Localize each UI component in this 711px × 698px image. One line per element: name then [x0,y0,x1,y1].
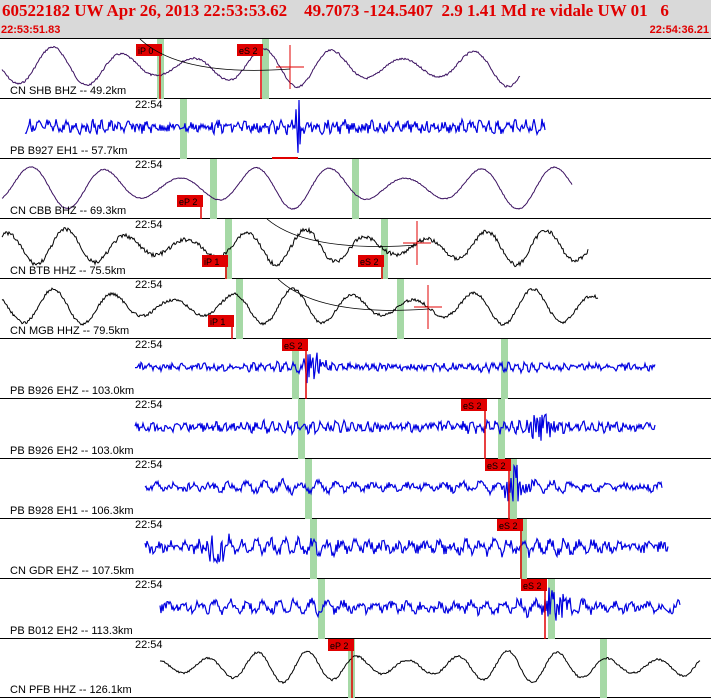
seismic-trace [24,99,546,153]
pick-window [318,579,325,639]
pick-window [262,39,269,99]
pick-window [298,399,305,459]
trace-panel[interactable]: iP 1 22:54 CN MGB HHZ -- 79.5km [0,279,711,339]
waveform: eS 2 [135,339,656,399]
pick-window [520,519,527,579]
pick-label: eS 2 [523,581,542,591]
station-label: PB B927 EH1 -- 57.7km [10,145,128,157]
phase-pick-marker[interactable]: iP 1 [208,315,234,339]
phase-pick-marker[interactable]: eS 2 [461,399,487,459]
waveform: eS 2 [144,519,669,579]
phase-pick-marker[interactable]: eS 2 [497,519,523,579]
pick-window [352,159,359,219]
trace-panel[interactable]: eS 2 22:54 PB B926 EH2 -- 103.0km [0,399,711,459]
trace-time-label: 22:54 [135,519,163,531]
waveform: eP 2 [159,639,701,698]
phase-pick-marker[interactable]: eS 2 [282,339,308,399]
pick-label: eP 2 [330,641,348,651]
waveform: eS 2 [144,459,663,519]
station-label: PB B012 EH2 -- 113.3km [10,625,133,637]
pick-label: eS 2 [487,461,506,471]
trace-time-label: 22:54 [135,399,163,411]
trace-time-label: 22:54 [135,459,163,471]
pick-label: eS 2 [239,46,258,56]
pick-window [498,399,505,459]
pick-window [381,219,388,279]
pick-window [236,279,243,339]
pick-label: eS 2 [360,257,379,267]
waveform: iP 0 eS 2 [1,39,521,99]
trace-panel[interactable]: iP 0 eS 2 CN SHB BHZ -- 49.2km [0,39,711,99]
trace-time-label: 22:54 [135,99,163,111]
pick-label: iP 1 [210,317,225,327]
seismic-trace [1,166,573,210]
start-time: 22:53:51.83 [1,24,61,36]
station-label: CN MGB HHZ -- 79.5km [10,325,130,337]
pick-label: eS 2 [284,341,303,351]
pick-label: eS 2 [463,401,482,411]
station-label: PB B926 EH2 -- 103.0km [10,445,134,457]
station-label: CN PFB HHZ -- 126.1km [10,684,132,696]
phase-pick-marker[interactable]: iP 1 [202,255,228,279]
trace-panel[interactable]: eP 2 22:54 CN CBB BHZ -- 69.3km [0,159,711,219]
pick-window [210,159,217,219]
phase-pick-marker[interactable]: eP 2 [328,639,354,698]
trace-panel[interactable]: eS 2 22:54 PB B926 EHZ -- 103.0km [0,339,711,399]
waveform: iP 1 [1,279,599,339]
pick-window [397,279,404,339]
seismic-trace [134,413,656,441]
seismic-trace [159,587,681,621]
pick-label: iP 1 [204,257,219,267]
event-header: 60522182 UW Apr 26, 2013 22:53:53.62 49.… [0,0,711,39]
trace-time-label: 22:54 [135,219,163,231]
seismic-trace [159,649,701,685]
seismic-trace [135,352,656,384]
predicted-arrival-cross [266,219,431,265]
end-time: 22:54:36.21 [649,24,709,36]
pick-label: eP 2 [179,197,197,207]
seismogram-panels: iP 0 eS 2 CN SHB BHZ -- 49.2km eS 2 22:54… [0,39,711,698]
trace-panel[interactable]: eS 2 22:54 PB B927 EH1 -- 57.7km [0,99,711,159]
station-label: CN GDR EHZ -- 107.5km [10,565,135,577]
station-label: PB B928 EH1 -- 106.3km [10,505,134,517]
pick-label: eS 2 [499,521,518,531]
waveform: eS 2 [24,99,546,159]
trace-time-label: 22:54 [135,159,163,171]
seismic-trace [1,287,599,326]
waveform: eS 2 [134,399,656,459]
station-label: PB B926 EHZ -- 103.0km [10,385,135,397]
phase-pick-marker[interactable]: eS 2 [358,255,384,279]
trace-panel[interactable]: iP 1 eS 2 22:54 CN BTB HHZ -- 75.5km [0,219,711,279]
phase-pick-marker[interactable]: eS 2 [272,157,298,159]
waveform: eS 2 [159,579,681,639]
event-title: 60522182 UW Apr 26, 2013 22:53:53.62 49.… [2,1,669,20]
waveform: eP 2 [1,159,573,219]
trace-time-label: 22:54 [135,639,163,651]
trace-panel[interactable]: eS 2 22:54 CN GDR EHZ -- 107.5km [0,519,711,579]
predicted-arrival-cross [139,39,304,89]
seismic-trace [144,533,669,565]
phase-pick-marker[interactable]: eS 2 [521,579,547,639]
trace-panel[interactable]: eS 2 22:54 PB B928 EH1 -- 106.3km [0,459,711,519]
phase-pick-marker[interactable]: eS 2 [485,459,511,519]
station-label: CN SHB BHZ -- 49.2km [10,85,127,97]
trace-panel[interactable]: eP 2 22:54 CN PFB HHZ -- 126.1km [0,639,711,698]
waveform: iP 1 eS 2 [1,219,589,279]
phase-pick-marker[interactable]: eP 2 [177,195,203,219]
seismic-trace [144,463,663,502]
pick-window [548,579,555,639]
pick-label: iP 0 [138,46,153,56]
pick-window [180,99,187,159]
seismic-trace [1,226,589,268]
station-label: CN BTB HHZ -- 75.5km [10,265,126,277]
trace-time-label: 22:54 [135,579,163,591]
trace-panel[interactable]: eS 2 22:54 PB B012 EH2 -- 113.3km [0,579,711,639]
trace-time-label: 22:54 [135,339,163,351]
station-label: CN CBB BHZ -- 69.3km [10,205,127,217]
trace-time-label: 22:54 [135,279,163,291]
phase-pick-marker[interactable]: eS 2 [237,44,263,99]
pick-window [310,519,317,579]
predicted-arrival-cross [277,279,442,329]
pick-window [600,639,607,698]
